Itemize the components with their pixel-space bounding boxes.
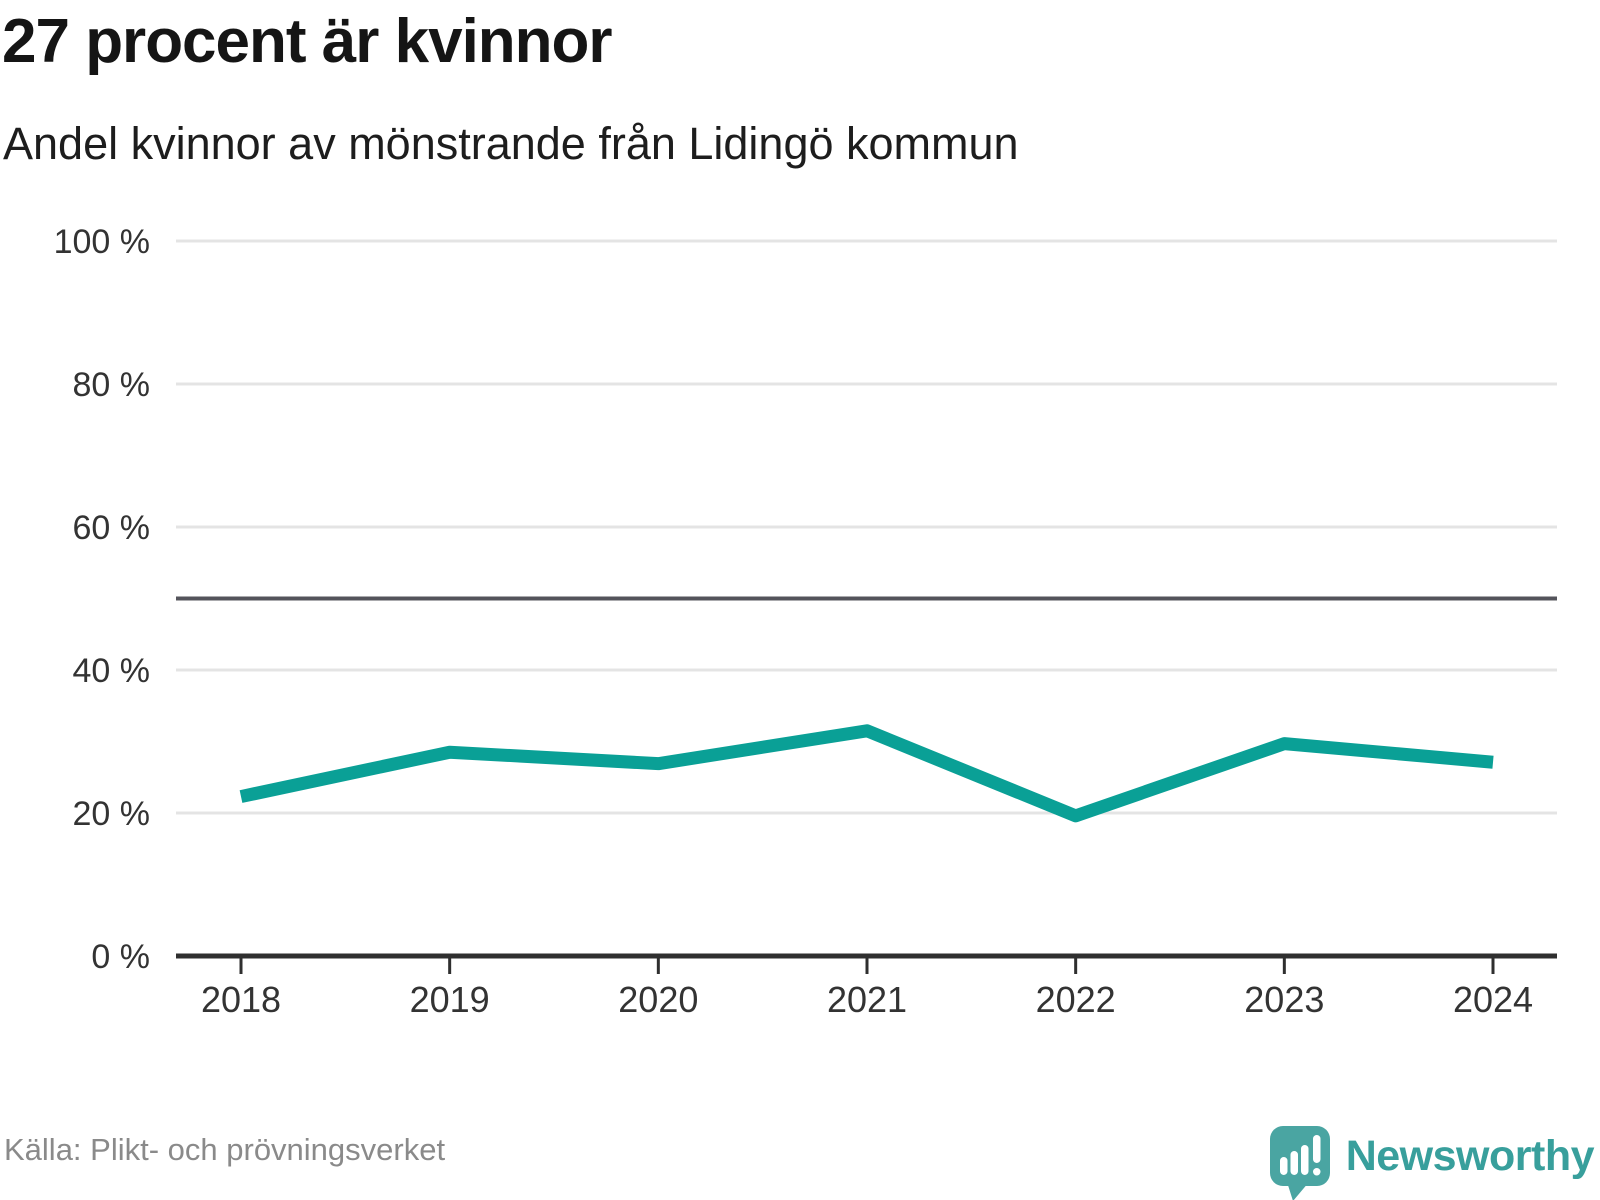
x-axis-label-2024: 2024 xyxy=(1453,979,1533,1020)
chart-subtitle: Andel kvinnor av mönstrande från Lidingö… xyxy=(3,118,1019,169)
y-axis-label-60: 60 % xyxy=(73,509,151,547)
x-axis-label-2019: 2019 xyxy=(410,979,490,1020)
source-note: Källa: Plikt- och prövningsverket xyxy=(4,1132,446,1167)
exclamation-icon xyxy=(1312,1135,1321,1176)
x-axis-label-2023: 2023 xyxy=(1244,979,1324,1020)
y-axis-label-0: 0 % xyxy=(91,938,150,976)
speech-bubble-icon xyxy=(1269,1126,1330,1200)
x-axis-label-2018: 2018 xyxy=(201,979,281,1020)
x-axis-label-2021: 2021 xyxy=(827,979,907,1020)
x-axis-label-2020: 2020 xyxy=(618,979,698,1020)
brand-footer: Newsworthy xyxy=(1268,1124,1595,1200)
y-axis-label-100: 100 % xyxy=(54,223,150,261)
bar-chart-icon xyxy=(1279,1145,1309,1175)
chart-title: 27 procent är kvinnor xyxy=(2,7,613,76)
y-axis-label-20: 20 % xyxy=(73,795,151,833)
y-axis-label-80: 80 % xyxy=(73,366,151,404)
y-axis-label-40: 40 % xyxy=(73,652,151,690)
x-axis-label-2022: 2022 xyxy=(1036,979,1116,1020)
newsworthy-logo-icon xyxy=(1269,1126,1330,1200)
data-line-andel-kvinnor-av-mönstrande xyxy=(239,724,1494,823)
newsworthy-brand-text: Newsworthy xyxy=(1345,1131,1595,1180)
